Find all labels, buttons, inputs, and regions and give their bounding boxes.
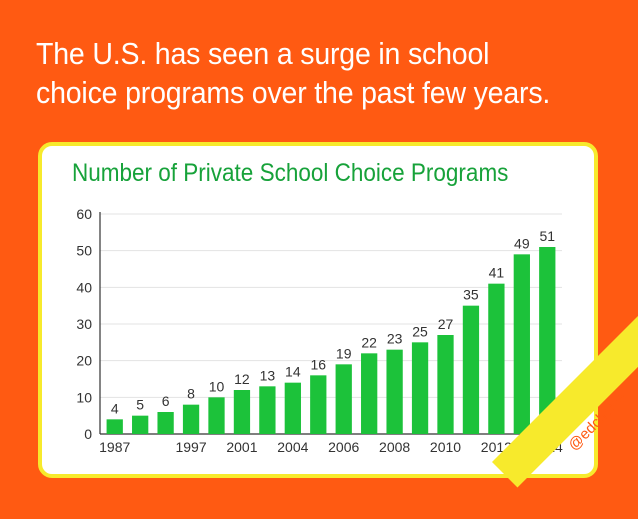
bar-value-label: 23 (387, 331, 403, 347)
bar (335, 364, 352, 434)
bar-value-label: 6 (162, 393, 170, 409)
bar (208, 397, 225, 434)
x-tick-label: 2010 (430, 439, 461, 455)
bar-value-label: 41 (489, 265, 505, 281)
bar (310, 375, 327, 434)
bar (259, 386, 276, 434)
x-tick-label: 2012 (481, 439, 512, 455)
y-tick-label: 0 (84, 426, 92, 442)
chart-title: Number of Private School Choice Programs (72, 159, 509, 187)
chart-card: Number of Private School Choice Programs… (38, 142, 598, 478)
y-tick-label: 40 (76, 279, 92, 295)
bar (513, 254, 530, 434)
bar-value-label: 25 (412, 323, 428, 339)
bar-value-label: 5 (136, 397, 144, 413)
y-tick-label: 30 (76, 316, 92, 332)
bar-value-label: 8 (187, 386, 195, 402)
bar (284, 382, 301, 434)
bar (386, 349, 403, 434)
bar (132, 415, 149, 434)
bar-value-label: 4 (111, 400, 119, 416)
bar-value-label: 16 (310, 356, 326, 372)
bar-value-label: 22 (361, 334, 377, 350)
y-tick-label: 20 (76, 353, 92, 369)
headline: The U.S. has seen a surge in school choi… (36, 36, 551, 110)
bar-value-label: 14 (285, 364, 301, 380)
x-tick-label: 2004 (277, 439, 308, 455)
bar-value-label: 12 (234, 371, 250, 387)
bar (462, 305, 480, 434)
bar (157, 412, 174, 434)
bar (488, 283, 505, 434)
bar-value-label: 49 (514, 235, 530, 251)
bar-value-label: 10 (209, 378, 225, 394)
bar-value-label: 13 (260, 367, 276, 383)
bar (539, 247, 556, 434)
y-tick-label: 50 (76, 243, 92, 259)
x-tick-label: 2008 (379, 439, 410, 455)
bar-chart: 0 10 20 30 40 50 60 4 1987 5 6 8 1997 10 12 2001 13 14 200… (76, 206, 563, 455)
y-tick-label: 10 (76, 389, 92, 405)
bar-value-label: 51 (539, 228, 555, 244)
bar (106, 419, 123, 434)
x-tick-label: 2006 (328, 439, 359, 455)
x-tick-label: 2014 (532, 439, 563, 455)
bar (437, 335, 454, 434)
bar (233, 390, 251, 434)
bar-value-label: 35 (463, 287, 479, 303)
x-tick-label: 1997 (175, 439, 206, 455)
bar-value-label: 27 (438, 316, 454, 332)
bar-value-label: 19 (336, 345, 352, 361)
bar (411, 342, 429, 434)
x-tick-label: 2001 (226, 439, 257, 455)
bar (182, 404, 200, 434)
bar (361, 353, 378, 434)
x-tick-label: 1987 (99, 439, 130, 455)
y-tick-label: 60 (76, 206, 92, 222)
